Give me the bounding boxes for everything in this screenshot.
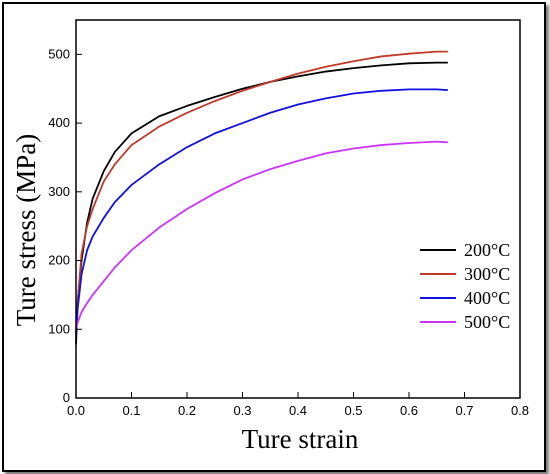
y-tick-label: 500 [48, 46, 70, 61]
x-tick-label: 0.6 [400, 403, 418, 418]
series-line-400c [75, 88, 448, 337]
series-line-300c [75, 50, 448, 333]
series-line-200c [75, 61, 448, 345]
x-tick-label: 0.2 [178, 403, 196, 418]
y-tick-label: 100 [48, 321, 70, 336]
y-tick-label: 200 [48, 253, 70, 268]
x-tick-label: 0.4 [289, 403, 307, 418]
x-tick-label: 0.5 [344, 403, 362, 418]
x-tick-label: 0.0 [67, 403, 85, 418]
legend-label: 300°C [464, 264, 510, 284]
legend-label: 500°C [464, 312, 510, 332]
x-tick-label: 0.8 [511, 403, 529, 418]
ticks: 0.0 0.1 0.2 0.3 0.4 0.5 0.6 0.7 0.8 0 100 200 300 400… [48, 46, 529, 418]
series-line-500c [75, 140, 448, 330]
plot-area [75, 50, 448, 345]
y-axis-title: Ture stress (MPa) [11, 134, 41, 327]
x-tick-label: 0.3 [233, 403, 251, 418]
legend: 200°C 300°C 400°C 500°C [420, 240, 510, 332]
y-tick-label: 300 [48, 184, 70, 199]
legend-label: 400°C [464, 288, 510, 308]
x-axis-title: Ture strain [242, 424, 359, 454]
legend-label: 200°C [464, 240, 510, 260]
y-tick-label: 0 [63, 390, 70, 405]
x-tick-label: 0.7 [455, 403, 473, 418]
y-tick-label: 400 [48, 115, 70, 130]
x-tick-label: 0.1 [122, 403, 140, 418]
